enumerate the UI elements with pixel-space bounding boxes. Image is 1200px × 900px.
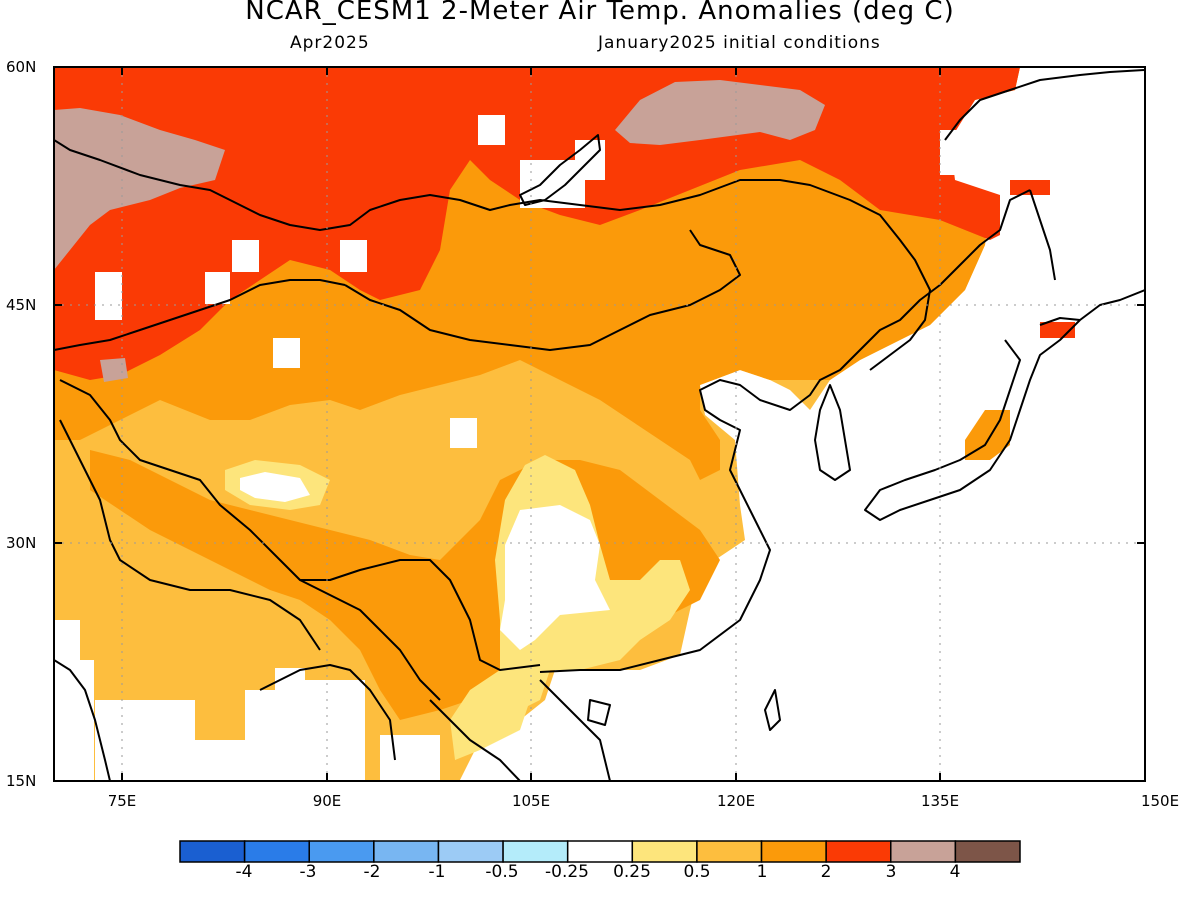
grid-lines [54, 67, 1145, 781]
initial-conditions: January2025 initial conditions [598, 33, 881, 53]
lat-label-60n: 60N [6, 58, 37, 76]
colorbar-label-10: 2 [820, 862, 832, 882]
anomaly-region-white-central-china [500, 505, 610, 650]
colorbar-label-1: -4 [235, 862, 253, 882]
colorbar-label-12: 4 [949, 862, 961, 882]
lon-label-150e: 150E [1140, 792, 1180, 810]
lon-label-135e: 135E [920, 792, 960, 810]
lat-label-30n: 30N [6, 534, 37, 552]
colorbar-label-5: -0.5 [485, 862, 519, 882]
colorbar-swatch [437, 840, 504, 863]
colorbar-swatch [179, 840, 246, 863]
colorbar-label-4: -1 [428, 862, 446, 882]
colorbar-label-6: -0.25 [545, 862, 589, 882]
anomaly-region-white-tibet [240, 472, 310, 502]
colorbar-label-11: 3 [885, 862, 897, 882]
anomaly-region-taupe-west [54, 108, 225, 270]
colorbar-swatch [566, 840, 634, 863]
colorbar-swatch [502, 840, 569, 863]
colorbar-swatch [760, 840, 827, 863]
colorbar-label-3: -2 [363, 862, 381, 882]
axis-ticks [54, 67, 1145, 781]
lon-label-120e: 120E [716, 792, 756, 810]
lon-label-75e: 75E [107, 792, 137, 810]
colorbar-swatch [825, 840, 892, 863]
colorbar [179, 840, 1021, 863]
lon-label-90e: 90E [312, 792, 342, 810]
colorbar-swatch [243, 840, 310, 863]
anomaly-region-red [54, 67, 1020, 380]
lat-label-15n: 15N [6, 772, 37, 790]
colorbar-swatch [308, 840, 375, 863]
grid-cell-masks [54, 115, 1145, 781]
colorbar-label-8: 0.5 [683, 862, 711, 882]
map-title: NCAR_CESM1 2-Meter Air Temp. Anomalies (… [245, 0, 955, 26]
colorbar-swatch [954, 840, 1021, 863]
anomaly-field [54, 67, 1145, 781]
colorbar-swatch [373, 840, 440, 863]
colorbar-label-9: 1 [756, 862, 768, 882]
colorbar-label-2: -3 [299, 862, 317, 882]
colorbar-swatch [890, 840, 957, 863]
map-frame [53, 66, 1146, 782]
colorbar-swatch [631, 840, 698, 863]
anomaly-region-taupe-east [615, 80, 825, 145]
valid-month: Apr2025 [290, 33, 370, 53]
colorbar-swatch [696, 840, 763, 863]
anomaly-region-taupe-small [100, 358, 128, 382]
lon-label-105e: 105E [511, 792, 551, 810]
anomaly-region-red-sakhalin [1010, 180, 1050, 195]
coastlines-and-borders [54, 69, 1145, 781]
lat-label-45n: 45N [6, 296, 37, 314]
colorbar-label-7: 0.25 [613, 862, 651, 882]
